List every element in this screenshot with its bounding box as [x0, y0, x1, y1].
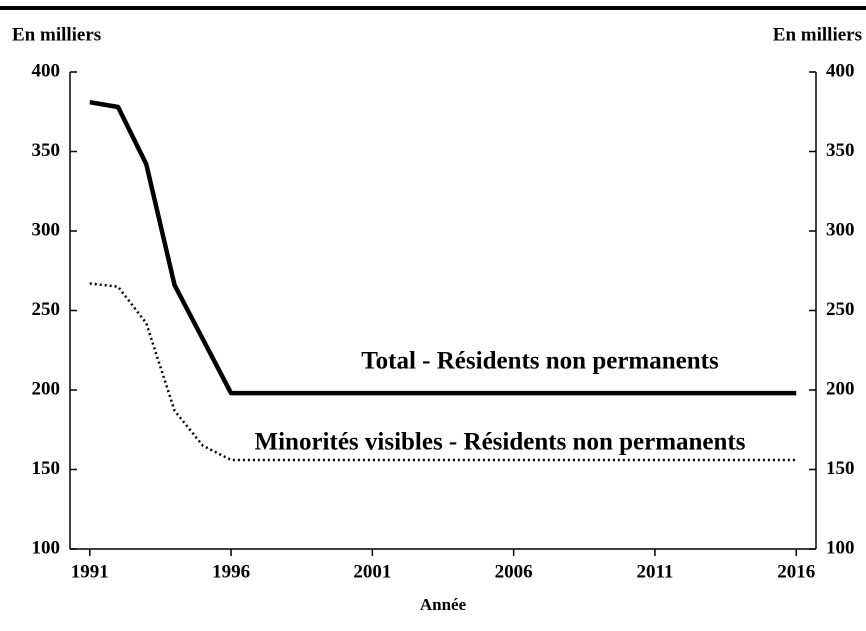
x-tick-label: 2006	[495, 561, 533, 582]
series-line	[89, 282, 797, 462]
y2-axis-label: En milliers	[773, 24, 862, 45]
series-label: Minorités visibles - Résidents non perma…	[255, 429, 746, 456]
y-tick-label: 100	[32, 537, 61, 558]
y-tick-label: 150	[32, 458, 61, 479]
y2-tick-label: 200	[826, 378, 855, 399]
x-tick-label: 2001	[353, 561, 391, 582]
y-tick-label: 200	[32, 378, 61, 399]
y-tick-label: 300	[32, 219, 61, 240]
series-line	[89, 99, 797, 396]
y2-tick-label: 400	[826, 60, 855, 81]
y-tick-label: 250	[32, 299, 61, 320]
x-tick-label: 1996	[212, 561, 250, 582]
top-rule	[0, 6, 866, 10]
x-tick-label: 2011	[636, 561, 673, 582]
y-tick-label: 350	[32, 140, 61, 161]
x-axis-label: Année	[420, 595, 467, 614]
x-tick-label: 2016	[777, 561, 815, 582]
y-axis-label: En milliers	[12, 24, 101, 45]
y2-tick-label: 100	[826, 537, 855, 558]
y2-tick-label: 300	[826, 219, 855, 240]
series-label: Total - Résidents non permanents	[361, 348, 719, 375]
y-tick-label: 400	[32, 60, 61, 81]
y2-tick-label: 150	[826, 458, 855, 479]
y2-tick-label: 350	[826, 140, 855, 161]
y2-tick-label: 250	[826, 299, 855, 320]
x-tick-label: 1991	[71, 561, 109, 582]
